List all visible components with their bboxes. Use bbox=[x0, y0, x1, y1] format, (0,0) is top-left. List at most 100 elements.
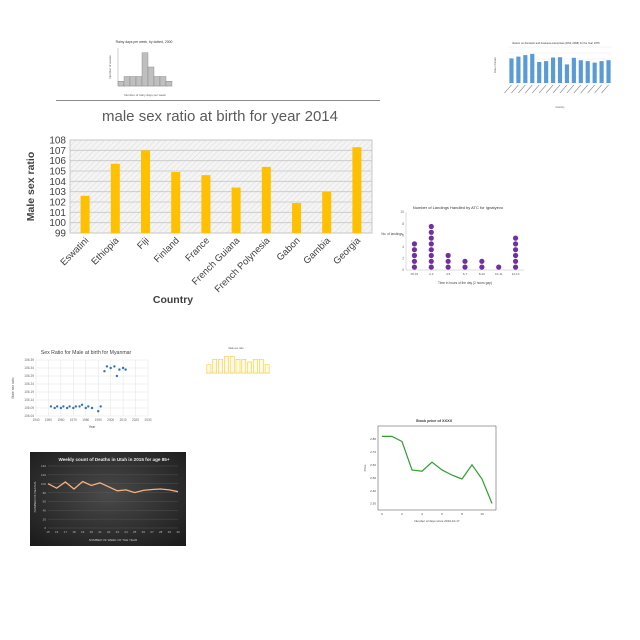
data-point bbox=[462, 264, 468, 270]
y-tick-label: 100 bbox=[49, 218, 66, 229]
y-tick-label: 40 bbox=[43, 508, 47, 512]
y-axis-label: Number of weeks bbox=[108, 55, 112, 79]
x-tick-label bbox=[580, 84, 588, 94]
bar bbox=[599, 61, 604, 83]
data-point bbox=[479, 264, 485, 270]
x-axis-label: Time in hours of the day (2 hours gap) bbox=[438, 281, 492, 285]
data-point bbox=[428, 258, 434, 264]
x-tick-label: 16 bbox=[55, 530, 59, 534]
bar bbox=[322, 191, 332, 233]
series-line bbox=[47, 480, 179, 494]
data-point bbox=[428, 235, 434, 241]
x-tick-label: Gabon bbox=[275, 235, 303, 263]
bar bbox=[261, 166, 271, 233]
x-tick-label bbox=[566, 84, 575, 94]
bar bbox=[229, 356, 235, 374]
x-tick-label: 2 bbox=[401, 512, 403, 516]
y-tick-label: 0 bbox=[44, 526, 46, 530]
chart-background bbox=[30, 452, 186, 546]
data-point bbox=[512, 252, 519, 259]
y-tick-label: 120 bbox=[41, 473, 46, 477]
data-point bbox=[445, 258, 451, 264]
y-tick-label: 103 bbox=[49, 187, 66, 198]
bar bbox=[80, 195, 90, 233]
x-tick-label: Fiji bbox=[135, 235, 151, 251]
separator-line bbox=[56, 100, 380, 101]
x-axis-label: Country bbox=[153, 294, 193, 306]
x-tick-label: 0 bbox=[381, 512, 383, 516]
bar bbox=[264, 364, 270, 374]
bar bbox=[537, 62, 542, 83]
bar bbox=[147, 66, 155, 87]
bar bbox=[224, 356, 229, 374]
chart-small-outline-bars: Male sex ratio bbox=[206, 347, 270, 374]
x-tick-label bbox=[594, 84, 602, 94]
data-point bbox=[115, 374, 119, 378]
y-tick-label: 8 bbox=[402, 222, 404, 226]
x-tick-label bbox=[587, 84, 595, 94]
x-tick-label: 6 bbox=[441, 512, 443, 516]
bar bbox=[141, 150, 150, 233]
bar bbox=[253, 359, 258, 374]
y-tick-label: 0 bbox=[402, 268, 404, 272]
data-point bbox=[105, 365, 109, 368]
y-axis-label: Male sex ratio bbox=[11, 377, 15, 398]
chart-dot-plot: Number of Landings Handled by ATC for Ig… bbox=[381, 205, 524, 285]
bar bbox=[117, 81, 125, 87]
y-tick-label: 140 bbox=[41, 464, 46, 468]
x-axis-label: Number of rainy days per week bbox=[124, 93, 166, 97]
x-tick-label: 30 bbox=[176, 530, 180, 534]
x-tick-label: 12-13 bbox=[512, 272, 520, 276]
x-tick-label bbox=[573, 84, 582, 94]
bar bbox=[231, 187, 241, 233]
data-point bbox=[90, 406, 94, 410]
data-point bbox=[512, 264, 519, 270]
x-tick-label: 4-5 bbox=[446, 272, 451, 276]
x-tick-label: Finland bbox=[152, 235, 182, 265]
data-point bbox=[68, 405, 71, 408]
x-tick-label: Gambia bbox=[302, 235, 334, 267]
main-chart-title: male sex ratio at birth for year 2014 bbox=[102, 108, 338, 125]
chart-top-right-bars: Return on domestic and business enterpri… bbox=[493, 41, 612, 109]
data-point bbox=[411, 252, 418, 259]
y-tick-label: 2.40 bbox=[370, 489, 376, 493]
chart-title: Rainy days per week, by dotted, 2000 bbox=[116, 40, 173, 44]
chart-title: Number of Landings Handled by ATC for Ig… bbox=[413, 205, 504, 210]
data-point bbox=[62, 405, 65, 408]
data-point bbox=[49, 405, 53, 408]
y-tick-label: 106.24 bbox=[24, 382, 34, 386]
x-tick-label: 2010 bbox=[120, 418, 127, 422]
x-tick-label bbox=[525, 84, 533, 94]
data-point bbox=[87, 405, 90, 408]
bar bbox=[159, 76, 167, 87]
data-point bbox=[124, 368, 127, 371]
data-point bbox=[84, 406, 87, 410]
y-tick-label: 10 bbox=[400, 210, 404, 214]
data-point bbox=[428, 247, 434, 253]
bar bbox=[129, 76, 137, 87]
data-point bbox=[118, 368, 121, 371]
y-tick-label: 2 bbox=[402, 257, 404, 261]
y-tick-label: 6 bbox=[402, 233, 404, 237]
x-axis-label: NUMBER OF WEEK OF THE YEAR bbox=[89, 538, 138, 542]
x-tick-label: 24 bbox=[124, 530, 128, 534]
bar bbox=[212, 359, 218, 374]
x-tick-label: 28 bbox=[159, 530, 163, 534]
y-tick-label: 104 bbox=[49, 177, 66, 188]
data-point bbox=[74, 405, 78, 408]
x-tick-label bbox=[559, 84, 568, 94]
data-point bbox=[445, 252, 451, 259]
data-point bbox=[72, 406, 75, 410]
bar bbox=[592, 62, 597, 83]
bar bbox=[557, 57, 563, 83]
x-tick-label: 25 bbox=[133, 530, 137, 534]
data-point bbox=[462, 258, 468, 264]
data-point bbox=[428, 264, 434, 270]
x-tick-label: 1990 bbox=[95, 418, 102, 422]
x-tick-label: 21 bbox=[98, 530, 102, 534]
x-axis-label: Number of days since 2010-10-17 bbox=[414, 519, 460, 523]
x-tick-label bbox=[545, 84, 554, 94]
bar bbox=[550, 57, 556, 83]
chart-title: Return on domestic and business enterpri… bbox=[512, 41, 600, 45]
bar bbox=[516, 56, 521, 83]
